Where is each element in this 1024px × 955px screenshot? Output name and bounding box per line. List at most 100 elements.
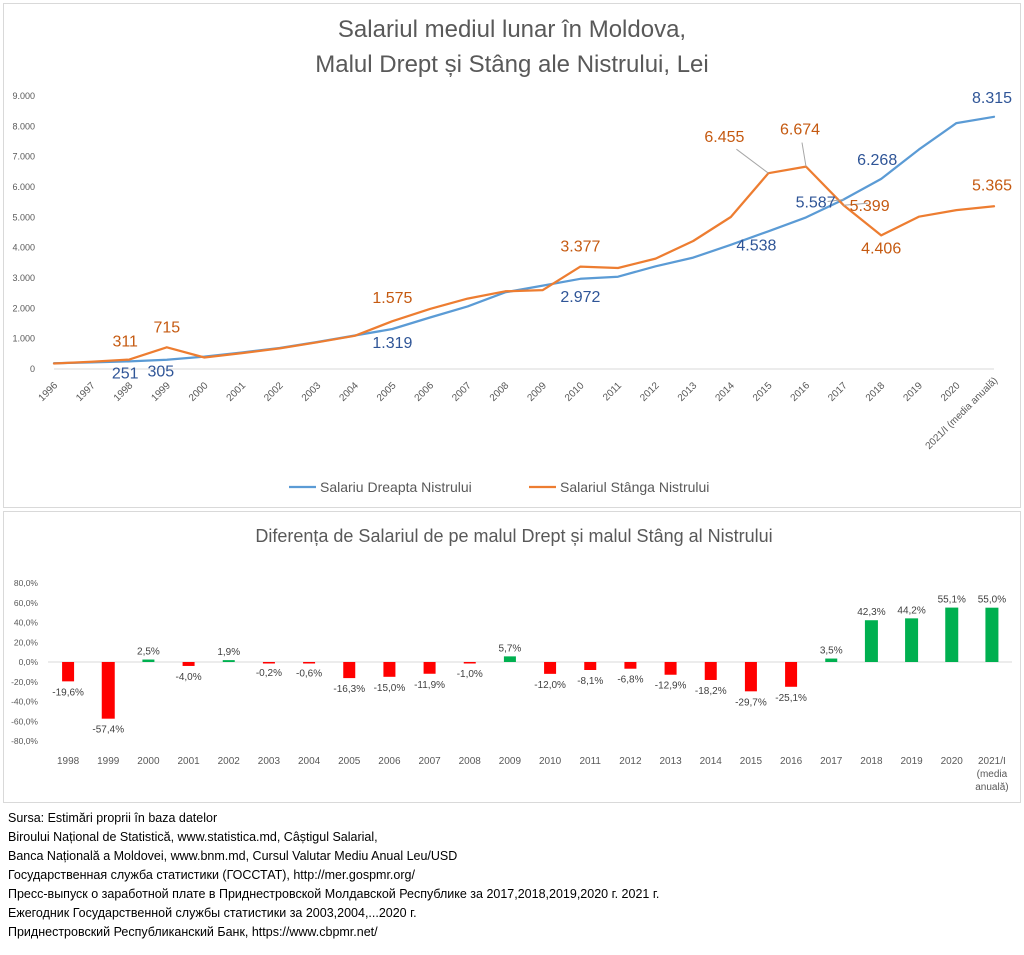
x-tick-label: 2003 xyxy=(300,380,324,404)
x-tick-label: 2001 xyxy=(225,380,249,404)
x-tick-label: 1998 xyxy=(57,756,80,767)
x-tick-label: 2015 xyxy=(751,380,775,404)
bar-value-label: 44,2% xyxy=(897,605,925,616)
x-tick-label: 2018 xyxy=(864,380,888,404)
x-tick-label: 2019 xyxy=(900,756,923,767)
y-tick-label: -80,0% xyxy=(11,736,38,746)
data-label: 1.319 xyxy=(372,335,412,352)
bar-value-label: 3,5% xyxy=(820,646,843,657)
data-label: 715 xyxy=(153,319,180,336)
x-tick-label: 2002 xyxy=(262,380,286,404)
data-label: 5.587 xyxy=(796,195,836,212)
legend-label: Salariul Stânga Nistrului xyxy=(560,479,709,495)
x-tick-label: 2007 xyxy=(418,756,441,767)
x-tick-label: 2001 xyxy=(177,756,200,767)
bar xyxy=(62,662,75,682)
bar-value-label: -18,2% xyxy=(695,686,727,697)
bar xyxy=(864,620,878,662)
y-tick-label: 9.000 xyxy=(12,91,35,101)
source-line: Biroului Național de Statistică, www.sta… xyxy=(8,830,378,844)
x-tick-label: 2015 xyxy=(740,756,763,767)
bar-value-label: -0,2% xyxy=(256,668,282,679)
x-tick-label: 2009 xyxy=(499,756,522,767)
bar-value-label: 42,3% xyxy=(857,607,885,618)
y-tick-label: -20,0% xyxy=(11,677,38,687)
sources-block: Sursa: Estimări proprii în baza datelor … xyxy=(8,809,1018,942)
x-tick-label: 2002 xyxy=(218,756,241,767)
chart-title: Salariul mediul lunar în Moldova, xyxy=(338,16,686,43)
x-tick-label: 2016 xyxy=(780,756,803,767)
data-label: 305 xyxy=(147,364,174,381)
bar-value-label: 55,0% xyxy=(978,595,1006,606)
line-chart-panel: Salariul mediul lunar în Moldova, Malul D… xyxy=(3,3,1021,508)
source-line: Sursa: Estimări proprii în baza datelor xyxy=(8,811,218,825)
x-tick-label: 2005 xyxy=(338,756,361,767)
y-tick-label: -40,0% xyxy=(11,697,38,707)
x-tick-label: 1997 xyxy=(74,380,98,404)
bar-chart-panel: Diferența de Salariul de pe malul Drept … xyxy=(3,511,1021,803)
x-tick-label: 2016 xyxy=(789,380,813,404)
data-label: 2.972 xyxy=(560,289,600,306)
source-line: Ежегодник Государственной службы статист… xyxy=(8,906,417,920)
y-tick-label: 1.000 xyxy=(12,334,35,344)
data-label: 311 xyxy=(112,334,138,351)
bar-value-label: -1,0% xyxy=(457,669,483,680)
bar-value-label: -11,9% xyxy=(414,680,445,691)
x-tick-label: 2009 xyxy=(525,380,549,404)
bar xyxy=(423,662,436,674)
x-tick-label: 2021/I (media anuală) xyxy=(924,375,1001,452)
bar xyxy=(664,662,677,675)
chart-title: Diferența de Salariul de pe malul Drept … xyxy=(255,526,772,546)
source-line: Пресс-выпуск о заработной плате в Придне… xyxy=(8,887,660,901)
data-label: 5.365 xyxy=(972,177,1012,194)
bar-value-label: -16,3% xyxy=(333,684,365,695)
series-line xyxy=(52,115,996,365)
bar-value-label: -19,6% xyxy=(52,687,84,698)
x-tick-label: 1999 xyxy=(97,756,120,767)
data-label: 251 xyxy=(112,365,139,382)
x-tick-label: 2006 xyxy=(413,380,437,404)
bar-value-label: 1,9% xyxy=(217,647,240,658)
data-label-leader xyxy=(843,202,868,206)
x-tick-label: 2011 xyxy=(579,756,601,767)
data-label-leader xyxy=(736,148,769,174)
bar xyxy=(985,607,999,662)
x-tick-label: 2018 xyxy=(860,756,883,767)
bar-value-label: -6,8% xyxy=(617,675,643,686)
bar-value-label: -8,1% xyxy=(577,676,603,687)
x-tick-label: 2014 xyxy=(700,756,723,767)
chart-subtitle: Malul Drept și Stâng ale Nistrului, Lei xyxy=(315,51,709,78)
y-tick-label: 4.000 xyxy=(12,243,35,253)
x-tick-label: 2019 xyxy=(901,380,925,404)
bar xyxy=(262,662,275,664)
series-line xyxy=(52,165,996,365)
bar-value-label: -57,4% xyxy=(92,725,124,736)
x-tick-label: 2013 xyxy=(659,756,682,767)
bar xyxy=(624,662,637,669)
bar-value-label: -12,0% xyxy=(534,680,566,691)
x-tick-label: 2010 xyxy=(539,756,562,767)
x-tick-label: 2012 xyxy=(638,380,662,404)
data-label-leader xyxy=(801,142,807,167)
bar xyxy=(463,662,476,664)
x-tick-label: 1999 xyxy=(149,380,173,404)
x-tick-label: 2006 xyxy=(378,756,401,767)
bar xyxy=(544,662,557,674)
x-tick-label: 2010 xyxy=(563,380,587,404)
y-tick-label: 0,0% xyxy=(19,657,39,667)
bar-value-label: 55,1% xyxy=(938,595,966,606)
x-tick-label: 2005 xyxy=(375,380,399,404)
bar xyxy=(704,662,717,680)
x-tick-label: 2013 xyxy=(676,380,700,404)
bar xyxy=(142,659,155,662)
x-tick-label: 1998 xyxy=(112,380,136,404)
data-label: 4.406 xyxy=(861,240,901,257)
bar-value-label: -25,1% xyxy=(775,693,807,704)
x-tick-label: 2011 xyxy=(601,380,624,403)
bar xyxy=(503,656,516,662)
legend-label: Salariu Dreapta Nistrului xyxy=(320,479,472,495)
bar xyxy=(825,658,838,662)
bar-value-label: -0,6% xyxy=(296,669,322,680)
data-label: 4.538 xyxy=(736,237,776,254)
data-label: 3.377 xyxy=(560,239,600,256)
